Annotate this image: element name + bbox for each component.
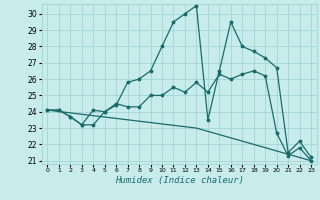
X-axis label: Humidex (Indice chaleur): Humidex (Indice chaleur) [115,176,244,185]
